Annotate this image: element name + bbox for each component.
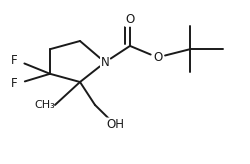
Text: CH₃: CH₃ [34,100,55,110]
Text: N: N [100,56,110,69]
Text: O: O [153,51,162,64]
Text: O: O [126,13,134,26]
Text: OH: OH [106,118,124,131]
Text: F: F [11,54,18,67]
Text: F: F [11,77,18,90]
